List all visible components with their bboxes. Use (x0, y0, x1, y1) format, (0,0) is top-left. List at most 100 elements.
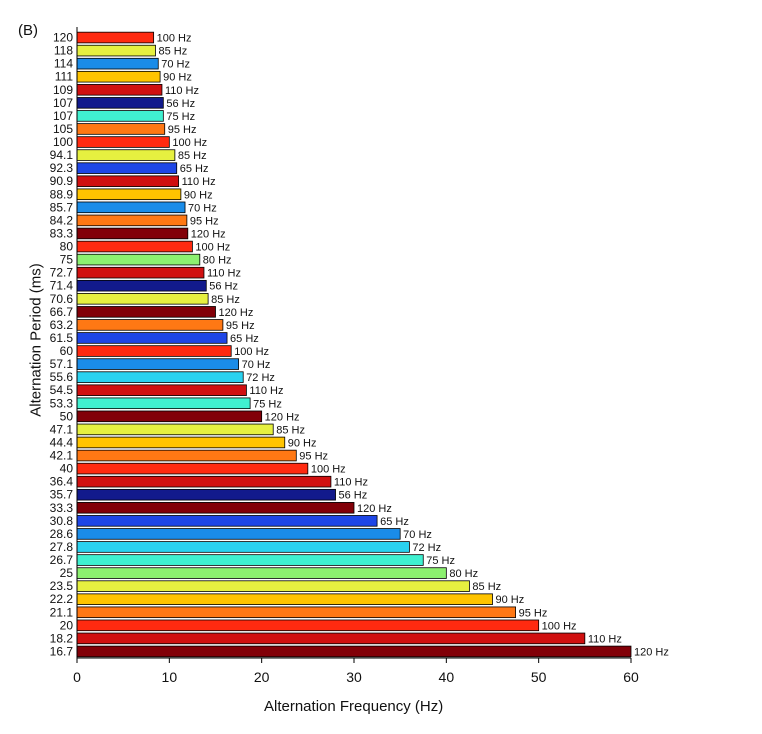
y-tick-label: 40 (60, 462, 74, 476)
bar-value-label: 65 Hz (230, 333, 259, 345)
bar (76, 593, 493, 605)
y-axis-label: Alternation Period (ms) (27, 263, 45, 417)
bar-value-label: 95 Hz (519, 607, 548, 619)
x-tick-label: 40 (439, 669, 455, 685)
bar-value-label: 85 Hz (276, 424, 305, 436)
y-tick-label: 80 (60, 240, 74, 254)
bar-value-label: 72 Hz (412, 542, 441, 554)
panel-label: (B) (18, 22, 38, 39)
y-tick-label: 75 (60, 253, 74, 267)
bar (76, 423, 274, 436)
y-tick-label: 120 (53, 31, 73, 45)
y-tick-label: 107 (53, 109, 73, 123)
bar-value-label: 100 Hz (542, 620, 577, 632)
bar-value-label: 85 Hz (211, 294, 240, 306)
y-tick-label: 33.3 (50, 501, 74, 515)
bar-value-label: 100 Hz (157, 33, 192, 45)
bar (76, 319, 224, 331)
bar (76, 227, 189, 240)
bar-value-label: 90 Hz (496, 594, 525, 606)
y-tick-label: 25 (60, 566, 74, 580)
x-axis-label: Alternation Frequency (Hz) (264, 698, 444, 715)
y-tick-label: 28.6 (50, 527, 74, 541)
bar-value-label: 120 Hz (265, 411, 300, 423)
y-tick-label: 35.7 (50, 488, 74, 502)
y-tick-label: 23.5 (50, 579, 74, 593)
bar-value-label: 120 Hz (219, 307, 254, 319)
y-tick-label: 42.1 (50, 449, 74, 463)
y-tick-label: 100 (53, 135, 73, 149)
y-tick-label: 50 (60, 409, 74, 423)
bar (76, 541, 410, 553)
bar (76, 619, 540, 632)
y-tick-label: 21.1 (50, 605, 74, 619)
bar-value-label: 110 Hz (165, 85, 199, 97)
y-tick-label: 55.6 (50, 370, 74, 384)
bar (76, 528, 401, 540)
bar-value-label: 100 Hz (195, 242, 230, 254)
y-tick-label: 94.1 (50, 148, 74, 162)
bar-value-label: 70 Hz (161, 59, 190, 71)
bar-value-label: 110 Hz (334, 477, 368, 489)
bar (76, 462, 309, 475)
y-tick-label: 20 (60, 618, 74, 632)
bar (76, 57, 159, 70)
x-tick-label: 50 (531, 669, 547, 685)
bar (76, 240, 193, 253)
bar-value-label: 72 Hz (246, 372, 275, 384)
bar-value-label: 85 Hz (158, 46, 187, 58)
bar (76, 123, 166, 135)
bar (76, 188, 182, 201)
bar-value-label: 120 Hz (191, 228, 226, 240)
y-tick-label: 114 (54, 57, 73, 71)
y-tick-label: 27.8 (50, 540, 74, 554)
bar-value-label: 56 Hz (339, 490, 368, 502)
bar-value-label: 75 Hz (166, 111, 195, 123)
bar-value-label: 75 Hz (253, 398, 282, 410)
bar-value-label: 85 Hz (178, 150, 207, 162)
y-tick-label: 105 (53, 122, 73, 136)
bar (76, 44, 156, 57)
bar-value-label: 95 Hz (168, 124, 197, 136)
bar (76, 84, 163, 96)
y-tick-label: 26.7 (50, 553, 74, 567)
bar-value-label: 56 Hz (166, 98, 195, 110)
bar (76, 358, 239, 370)
y-tick-label: 90.9 (50, 174, 74, 188)
bar (76, 645, 632, 658)
y-tick-label: 36.4 (50, 475, 74, 489)
bar-value-label: 80 Hz (449, 568, 478, 580)
bar-value-label: 110 Hz (588, 633, 622, 645)
bar (76, 214, 188, 227)
bar (76, 306, 216, 318)
bar (76, 201, 186, 214)
y-tick-label: 47.1 (50, 422, 74, 436)
bar (76, 632, 586, 645)
y-tick-label: 57.1 (50, 357, 74, 371)
bar-value-label: 110 Hz (249, 385, 283, 397)
bar (76, 488, 336, 501)
y-tick-label: 107 (53, 96, 73, 110)
bar-value-label: 110 Hz (207, 268, 241, 280)
bar (76, 436, 286, 449)
x-tick-label: 20 (254, 669, 270, 685)
y-tick-label: 66.7 (50, 305, 74, 319)
bar (76, 266, 205, 279)
y-tick-label: 30.8 (50, 514, 74, 528)
x-tick-label: 30 (346, 669, 362, 685)
bar-value-label: 90 Hz (184, 189, 213, 201)
y-tick-label: 53.3 (50, 396, 74, 410)
bar-value-label: 95 Hz (226, 320, 255, 332)
bar-value-label: 75 Hz (426, 555, 455, 567)
bar-value-label: 120 Hz (357, 503, 392, 515)
bar (76, 580, 470, 592)
y-tick-label: 109 (53, 83, 73, 97)
bar-value-label: 56 Hz (209, 281, 238, 293)
bar (76, 502, 355, 514)
y-tick-label: 72.7 (50, 266, 74, 280)
bar-value-label: 85 Hz (472, 581, 501, 593)
bar (76, 110, 164, 122)
bar-value-label: 70 Hz (403, 529, 432, 541)
bar (76, 371, 244, 383)
